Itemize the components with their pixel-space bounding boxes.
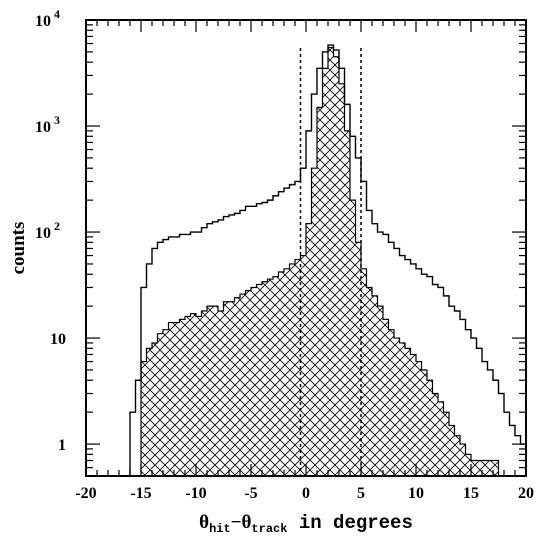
x-axis-symbol-1: θ [199,512,209,533]
x-tick-label: 0 [302,485,310,502]
x-tick-label: -5 [244,485,257,502]
x-tick-label: 15 [463,485,479,502]
y-axis-title: counts [8,222,29,275]
series-layer [129,44,526,476]
x-tick-label: -20 [75,485,96,502]
x-axis-subscript-track: track [251,522,287,536]
cut-lines [299,48,362,476]
y-tick-label: 10 4 [35,7,60,30]
x-tick-label: -10 [185,485,206,502]
y-tick-label: 10 2 [35,219,60,242]
x-axis-suffix: in degrees [287,512,412,534]
x-tick-label: 5 [357,485,365,502]
x-axis-minus: − [231,512,242,533]
x-tick-label: 10 [408,485,424,502]
x-tick-label: 20 [518,485,534,502]
x-axis-symbol-2: θ [242,512,252,533]
x-axis: -20 -15 -10 -5 0 5 10 15 20 [75,20,534,502]
y-tick-label: 10 [50,331,66,348]
y-tick-label: 1 [58,437,66,454]
x-axis-title: θhit−θtrack in degrees [199,512,413,536]
hatched-histogram [140,46,504,476]
x-tick-label: -15 [130,485,151,502]
x-axis-subscript-hit: hit [209,522,231,536]
outline-histogram [129,44,526,476]
y-tick-label: 10 3 [35,113,60,136]
